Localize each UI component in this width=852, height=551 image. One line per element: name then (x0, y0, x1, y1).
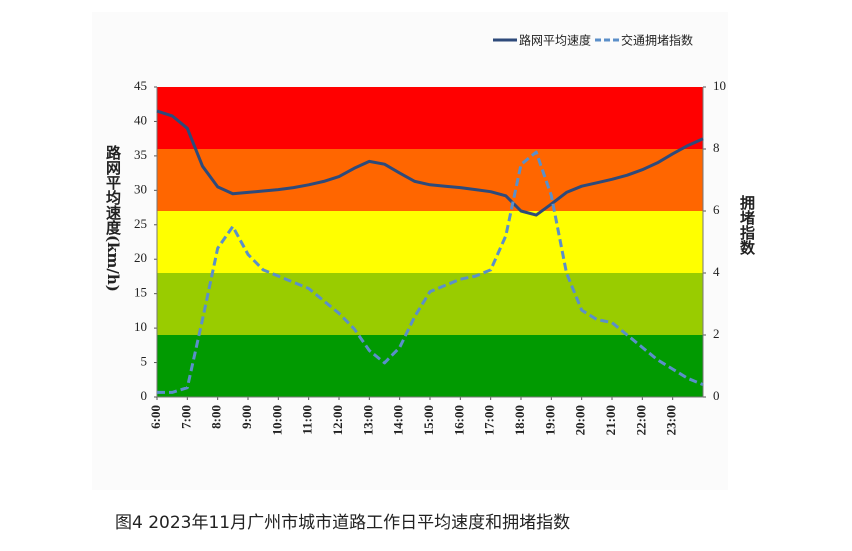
y2-tick-label: 2 (713, 326, 720, 341)
y-tick-label: 30 (134, 181, 147, 196)
x-tick-label: 6:00 (148, 405, 163, 429)
y-tick-label: 15 (134, 285, 147, 300)
x-tick-label: 7:00 (178, 405, 193, 429)
x-tick-label: 20:00 (573, 405, 588, 435)
y2-tick-label: 10 (713, 78, 726, 93)
y-tick-label: 45 (134, 78, 147, 93)
x-tick-label: 12:00 (330, 405, 345, 435)
x-tick-label: 22:00 (633, 405, 648, 435)
y-tick-label: 5 (141, 354, 148, 369)
x-tick-label: 8:00 (209, 405, 224, 429)
series-line (157, 150, 704, 394)
y2-tick-label: 0 (713, 388, 720, 403)
x-tick-label: 21:00 (603, 405, 618, 435)
x-tick-label: 11:00 (300, 405, 315, 435)
band (157, 211, 703, 273)
caption: 图4 2023年11月广州市城市道路工作日平均速度和拥堵指数 (115, 513, 570, 533)
legend-label: 交通拥堵指数 (621, 33, 693, 48)
x-tick-label: 10:00 (269, 405, 284, 435)
band (157, 149, 703, 211)
band (157, 273, 703, 335)
band (157, 335, 703, 397)
x-tick-label: 15:00 (421, 405, 436, 435)
x-tick-label: 23:00 (664, 405, 679, 435)
legend-label: 路网平均速度 (519, 33, 591, 48)
x-tick-label: 9:00 (239, 405, 254, 429)
y-tick-label: 35 (134, 147, 147, 162)
x-tick-label: 17:00 (482, 405, 497, 435)
x-tick-label: 19:00 (542, 405, 557, 435)
y2-tick-label: 6 (713, 202, 720, 217)
y2-axis-label: 拥堵指数 (738, 194, 756, 256)
x-tick-label: 14:00 (391, 405, 406, 435)
y-tick-label: 25 (134, 216, 147, 231)
series-line (156, 109, 704, 217)
y-tick-label: 20 (134, 250, 147, 265)
y2-tick-label: 4 (713, 264, 720, 279)
y-tick-label: 40 (134, 112, 147, 127)
x-tick-label: 13:00 (360, 405, 375, 435)
y-tick-label: 10 (134, 319, 147, 334)
x-tick-label: 18:00 (512, 405, 527, 435)
y-tick-label: 0 (141, 388, 148, 403)
y-axis-label: 路网平均速度(km/h) (104, 144, 122, 292)
band (157, 87, 703, 149)
y2-tick-label: 8 (713, 140, 720, 155)
x-tick-label: 16:00 (451, 405, 466, 435)
